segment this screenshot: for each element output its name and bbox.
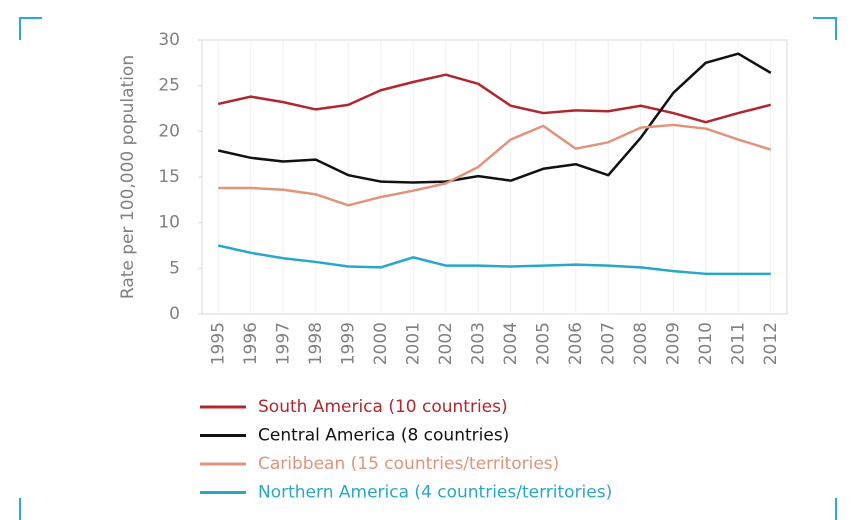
x-tick-label: 1998 <box>306 322 326 365</box>
y-tick-label: 15 <box>158 167 180 187</box>
legend-label: Central America (8 countries) <box>258 426 509 446</box>
x-tick-label: 2001 <box>403 322 423 365</box>
x-tick-label: 2004 <box>501 322 521 365</box>
x-tick-label: 2006 <box>566 322 586 365</box>
y-tick-label: 5 <box>169 258 180 278</box>
series-line <box>217 52 772 184</box>
series-line <box>217 73 772 124</box>
series-line <box>217 244 771 276</box>
x-tick-label: 2011 <box>728 322 748 365</box>
legend-label: South America (10 countries) <box>258 397 508 417</box>
x-tick-label: 2000 <box>371 322 391 365</box>
x-tick-label: 2002 <box>436 322 456 365</box>
corner <box>813 17 837 40</box>
y-tick-label: 20 <box>158 121 180 141</box>
x-tick-label: 2007 <box>598 322 618 365</box>
x-tick-label: 2003 <box>468 322 488 365</box>
y-tick-label: 10 <box>158 213 180 233</box>
x-tick-label: 1997 <box>273 322 293 365</box>
y-axis-title: Rate per 100,000 population <box>118 55 138 299</box>
legend-label: Northern America (4 countries/territorie… <box>258 483 612 503</box>
series-line <box>218 123 772 207</box>
x-tick-label: 1999 <box>338 322 358 365</box>
x-tick-label: 2010 <box>696 322 716 365</box>
y-tick-label: 0 <box>169 304 180 324</box>
x-tick-label: 2009 <box>663 322 683 365</box>
x-tick-label: 2008 <box>631 322 651 365</box>
x-tick-label: 1995 <box>208 322 228 365</box>
corner <box>19 17 42 40</box>
x-tick-label: 2005 <box>533 322 553 365</box>
y-tick-label: 30 <box>158 30 180 50</box>
legend-label: Caribbean (15 countries/territories) <box>258 454 559 474</box>
x-tick-label: 1996 <box>241 322 261 365</box>
frame-corners <box>19 17 837 520</box>
x-tick-label: 2012 <box>761 322 781 365</box>
y-tick-label: 25 <box>158 76 180 96</box>
